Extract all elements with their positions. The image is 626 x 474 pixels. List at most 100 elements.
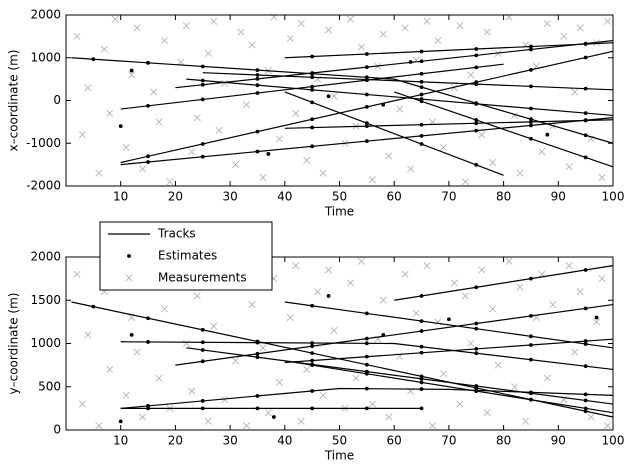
measurement-x: [84, 331, 92, 339]
x-tick-label: 100: [602, 190, 625, 204]
track-line: [394, 265, 614, 301]
measurement-x: [264, 409, 272, 417]
y-tick-label: 0: [53, 93, 61, 107]
measurement-x: [242, 422, 251, 430]
y-tick-label: 1000: [30, 336, 61, 350]
measurement-x: [242, 101, 251, 109]
measurement-x: [494, 361, 502, 369]
measurement-x: [543, 374, 551, 382]
measurement-x: [401, 270, 409, 278]
measurement-x: [385, 152, 393, 160]
legend-label: Estimates: [158, 249, 217, 263]
x-tick-label: 80: [496, 434, 511, 448]
estimate-dot: [266, 152, 271, 156]
measurement-x: [78, 131, 86, 139]
measurement-x: [232, 161, 240, 169]
track-line: [284, 42, 614, 59]
measurement-x: [259, 344, 267, 352]
measurement-x: [248, 41, 256, 49]
track-line: [284, 360, 614, 414]
y-tick-label: 2000: [30, 250, 61, 264]
estimate-dot: [326, 94, 331, 99]
y-tick-label: 2000: [30, 8, 61, 22]
measurement-x: [150, 88, 158, 96]
measurement-x: [160, 305, 168, 313]
measurement-x: [193, 114, 201, 122]
measurement-x: [483, 409, 491, 417]
track-line: [186, 347, 614, 405]
track-line: [175, 303, 614, 366]
measurement-x: [565, 262, 573, 270]
track-line: [186, 78, 614, 117]
measurement-x: [330, 327, 338, 335]
x-tick-label: 40: [277, 190, 292, 204]
track-line: [120, 117, 614, 166]
x-tick-label: 90: [551, 434, 566, 448]
measurement-x: [511, 383, 519, 391]
measurement-x: [84, 84, 92, 92]
measurement-x: [221, 396, 229, 404]
estimate-dot: [127, 254, 131, 258]
measurement-x: [221, 79, 229, 87]
measurement-x: [292, 262, 300, 270]
measurement-x: [237, 28, 245, 36]
measurement-x: [434, 37, 442, 45]
x-tick-label: 20: [168, 434, 183, 448]
measurement-x: [133, 348, 141, 356]
track-line: [202, 72, 614, 91]
measurement-x: [248, 301, 256, 309]
measurement-x: [303, 156, 311, 164]
measurement-x: [483, 28, 491, 36]
legend-label: Tracks: [157, 227, 196, 241]
measurement-x: [122, 144, 130, 152]
measurement-x: [560, 32, 568, 40]
measurement-x: [111, 15, 119, 23]
x-axis-label: Time: [324, 205, 354, 219]
measurement-x: [598, 173, 606, 181]
measurement-x: [139, 165, 147, 173]
x-tick-label: 30: [222, 190, 237, 204]
measurement-x: [275, 135, 283, 143]
x-axis-label: Time: [324, 449, 354, 463]
measurement-x: [478, 131, 486, 139]
measurement-x: [576, 24, 584, 32]
y-tick-label: 1500: [30, 293, 61, 307]
track-line: [120, 50, 614, 164]
x-tick-label: 80: [496, 190, 511, 204]
x-tick-label: 30: [222, 434, 237, 448]
measurement-x: [128, 71, 136, 79]
measurement-x: [412, 309, 420, 317]
measurement-x: [73, 32, 81, 40]
measurement-x: [423, 17, 431, 25]
measurement-x: [368, 400, 376, 408]
x-tick-label: 10: [113, 190, 128, 204]
measurement-x: [489, 305, 497, 313]
measurement-x: [604, 17, 612, 25]
measurement-x: [489, 158, 497, 167]
estimate-dot: [326, 294, 331, 298]
measurement-x: [439, 370, 447, 378]
measurement-x: [155, 374, 163, 382]
measurement-x: [193, 292, 201, 300]
measurement-x: [396, 105, 404, 113]
measurement-x: [325, 26, 333, 34]
measurement-x: [100, 45, 108, 53]
measurement-x: [604, 422, 612, 430]
measurement-x: [330, 92, 338, 100]
y-tick-label: 1000: [30, 50, 61, 64]
measurement-x: [259, 173, 267, 181]
measurement-x: [428, 422, 437, 430]
measurement-x: [188, 387, 196, 395]
plot-area: [66, 15, 613, 186]
measurement-x: [73, 270, 81, 278]
x-tick-label: 20: [168, 190, 183, 204]
track-line: [284, 301, 614, 349]
measurement-x: [357, 43, 365, 51]
y-tick-label: -1000: [26, 136, 61, 150]
measurement-x: [182, 339, 190, 348]
estimate-dot: [118, 419, 123, 424]
estimate-dot: [271, 415, 276, 419]
measurement-x: [210, 322, 218, 330]
track-line: [120, 387, 614, 409]
